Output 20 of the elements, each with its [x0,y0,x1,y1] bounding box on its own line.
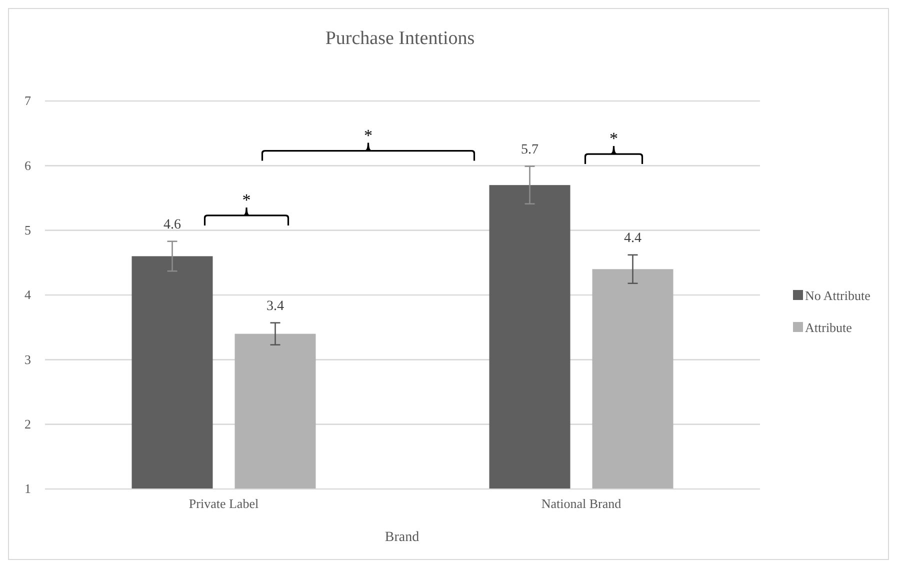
x-tick-label: National Brand [541,496,622,512]
x-axis-title: Brand [384,530,420,545]
legend-label: No Attribute [805,288,871,303]
annotation: * [242,190,251,210]
y-tick-label: 6 [24,158,32,173]
y-tick-label: 4 [24,287,32,302]
data-label: 4.6 [164,217,181,232]
legend-label: Attribute [805,320,852,335]
annotation: * [610,129,618,148]
y-tick-label: 7 [24,93,32,108]
data-label: 4.4 [624,230,642,246]
y-tick-label: 5 [24,222,31,238]
y-tick-label: 2 [24,416,31,432]
chart-title: Purchase Intentions [325,28,475,49]
annotation: * [364,126,372,145]
x-tick-label: Private Label [188,496,259,512]
data-label: 5.7 [521,142,538,158]
y-tick-label: 1 [24,481,31,496]
data-label: 3.4 [266,298,284,314]
y-tick-label: 3 [24,352,31,367]
